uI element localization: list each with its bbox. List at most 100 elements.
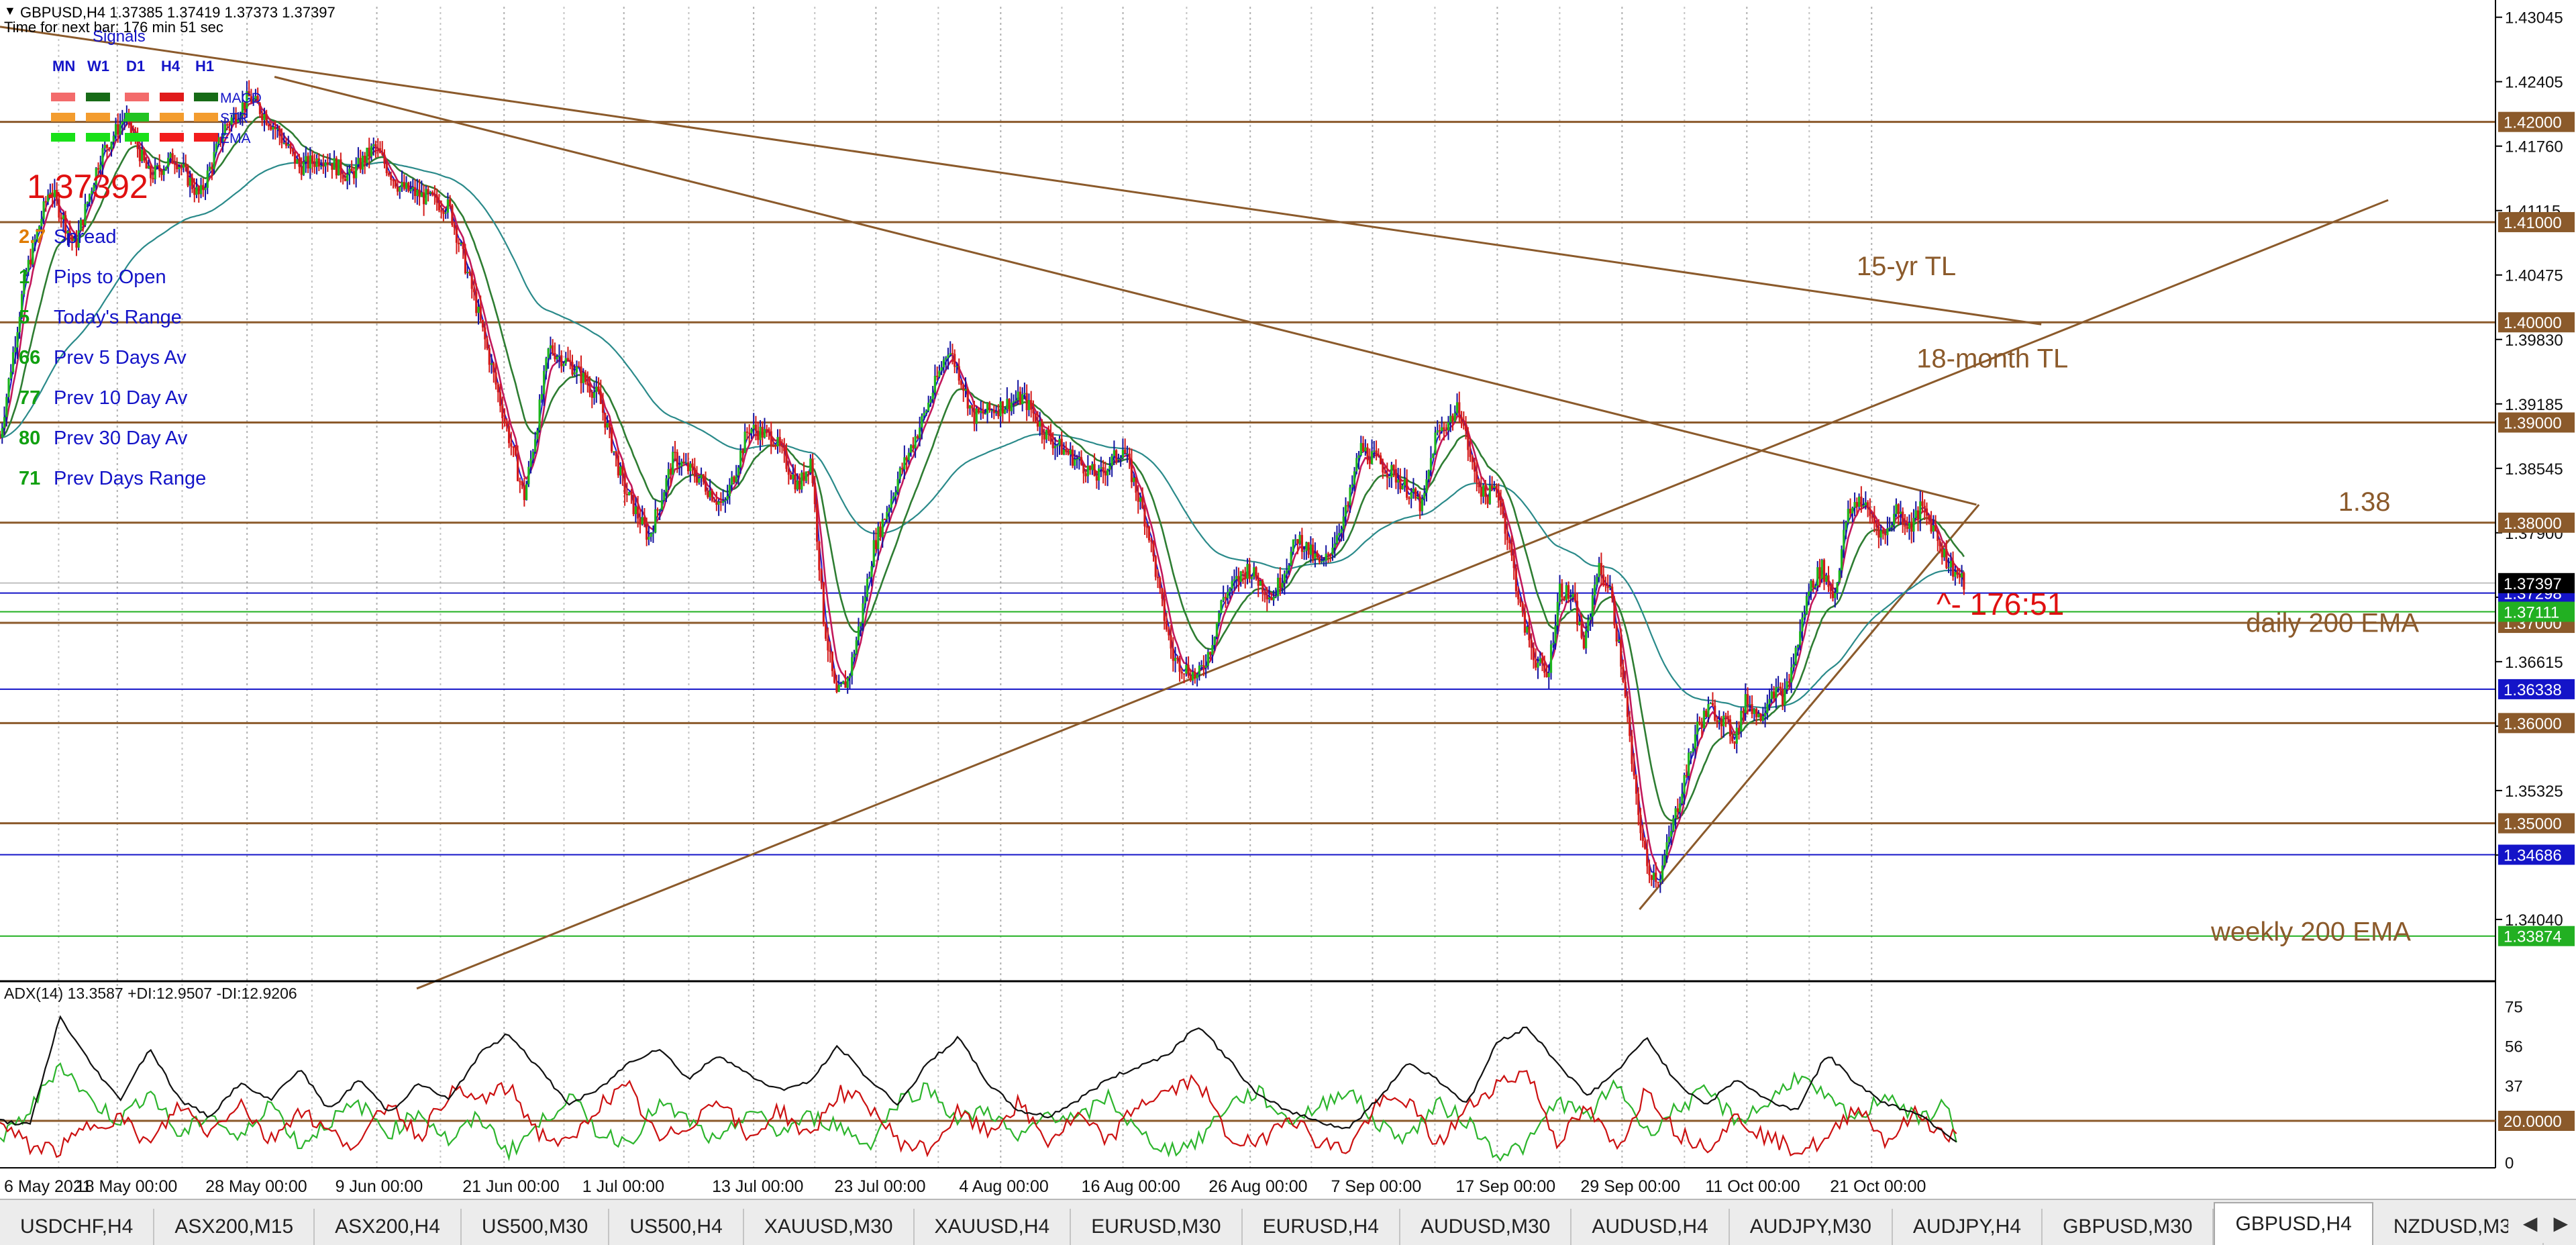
candle-body — [1065, 449, 1068, 452]
candle-body — [143, 149, 146, 161]
candle-body — [641, 517, 643, 525]
symbol-tab[interactable]: US500,H4 — [609, 1209, 744, 1245]
candle-body — [1462, 423, 1465, 426]
candle-body — [894, 492, 897, 497]
candle-body — [1757, 713, 1760, 717]
trendline[interactable] — [0, 26, 2042, 326]
candle-body — [1574, 593, 1576, 601]
candle-body — [1058, 438, 1061, 446]
candle-body — [1879, 530, 1882, 538]
symbol-tab[interactable]: AUDUSD,H4 — [1572, 1209, 1730, 1245]
candle-body — [1357, 455, 1360, 458]
candle-body — [1032, 409, 1035, 413]
candle-body — [1493, 486, 1496, 489]
arrow-right-icon[interactable]: ▶ — [2553, 1212, 2568, 1234]
candle-body — [783, 446, 786, 452]
candle-body — [929, 399, 932, 403]
symbol-tab[interactable]: AUDUSD,M30 — [1400, 1209, 1572, 1245]
symbol-tab[interactable]: EURUSD,H4 — [1243, 1209, 1400, 1245]
candle-body — [1318, 556, 1321, 562]
candle-body — [3, 417, 6, 428]
symbol-tab[interactable]: ASX200,H4 — [315, 1209, 462, 1245]
trendline[interactable] — [274, 76, 1977, 506]
candle-body — [58, 199, 60, 218]
candle-body — [743, 432, 746, 454]
candle-body — [1316, 553, 1319, 557]
candle-body — [538, 399, 541, 431]
candle-body — [1375, 450, 1378, 455]
candle-body — [1321, 561, 1323, 563]
price-tick-label: 1.40475 — [2505, 267, 2563, 285]
candle-body — [423, 192, 425, 205]
arrow-left-icon[interactable]: ◀ — [2522, 1212, 2538, 1234]
candle-body — [1867, 502, 1869, 509]
signals-panel: Signals MN W1 D1 H4 H1 MACD STR EMA — [51, 28, 262, 146]
vertical-grid — [58, 7, 1873, 1168]
candle-body — [1004, 409, 1007, 414]
candle-body — [1388, 477, 1391, 479]
candle-body — [1327, 553, 1330, 555]
candle-body — [1934, 525, 1937, 532]
candle-body — [1312, 544, 1315, 559]
symbol-tab[interactable]: AUDJPY,H4 — [1893, 1209, 2043, 1245]
candle-body — [182, 164, 185, 168]
symbol-tab[interactable]: USDCHF,H4 — [0, 1209, 155, 1245]
trendline[interactable] — [1639, 503, 1980, 910]
candle-body — [739, 450, 742, 468]
candle-body — [344, 179, 346, 181]
candle-body — [982, 411, 984, 414]
candle-body — [883, 519, 886, 521]
candle-body — [221, 134, 224, 143]
candle-body — [1053, 446, 1057, 448]
candle-body — [923, 413, 925, 416]
price-level-tag — [2498, 412, 2575, 433]
candle-body — [754, 424, 758, 431]
candle-body — [866, 579, 869, 597]
candle-body — [728, 485, 731, 497]
candle-body — [348, 168, 351, 175]
candle-body — [1309, 544, 1312, 555]
chart-canvas[interactable]: 15-yr TL 18-month TL 1.38 daily 200 EMA week… — [0, 0, 2576, 1199]
candle-body — [191, 177, 194, 189]
candle-body — [1408, 497, 1410, 499]
symbol-tab[interactable]: ASX200,M15 — [154, 1209, 315, 1245]
symbol-tab[interactable]: EURUSD,M30 — [1071, 1209, 1243, 1245]
candle-body — [7, 379, 10, 397]
candle-body — [1076, 458, 1078, 460]
candle-body — [1021, 394, 1024, 405]
candle-body — [848, 675, 852, 679]
symbol-tab[interactable]: GBPUSD,M30 — [2043, 1209, 2214, 1245]
collapse-arrow-icon[interactable]: ▼ — [4, 4, 16, 17]
candle-body — [256, 96, 259, 104]
candle-body — [1860, 496, 1863, 507]
candle-body — [741, 450, 744, 454]
symbol-tab[interactable]: XAUUSD,H4 — [915, 1209, 1072, 1245]
candle-body — [1937, 531, 1939, 541]
trendline[interactable] — [416, 199, 2389, 990]
candle-body — [1248, 564, 1251, 579]
candle-body — [481, 319, 484, 328]
candle-body — [176, 164, 178, 170]
symbol-tab[interactable]: GBPUSD,H4 — [2214, 1202, 2373, 1245]
candle-body — [1443, 427, 1445, 430]
candle-body — [1895, 504, 1898, 514]
candle-body — [1735, 728, 1738, 744]
candle-body — [1637, 793, 1640, 815]
symbol-tab[interactable]: NZDUSD,M30 — [2373, 1209, 2544, 1245]
candle-body — [93, 185, 95, 191]
candle-body — [1397, 479, 1400, 483]
info-label: Prev 30 Day Av — [54, 428, 188, 449]
candle-body — [1763, 713, 1767, 716]
candle-body — [1253, 567, 1255, 577]
candle-body — [1626, 696, 1629, 717]
candle-body — [597, 386, 600, 392]
trendlines[interactable] — [0, 26, 2389, 990]
symbol-tab[interactable]: AUDJPY,M30 — [1730, 1209, 1893, 1245]
candle-body — [484, 327, 486, 340]
candle-body — [686, 462, 690, 472]
candle-body — [1770, 691, 1773, 699]
candle-body — [1113, 450, 1115, 456]
symbol-tab[interactable]: XAUUSD,M30 — [744, 1209, 915, 1245]
symbol-tab[interactable]: US500,M30 — [462, 1209, 610, 1245]
